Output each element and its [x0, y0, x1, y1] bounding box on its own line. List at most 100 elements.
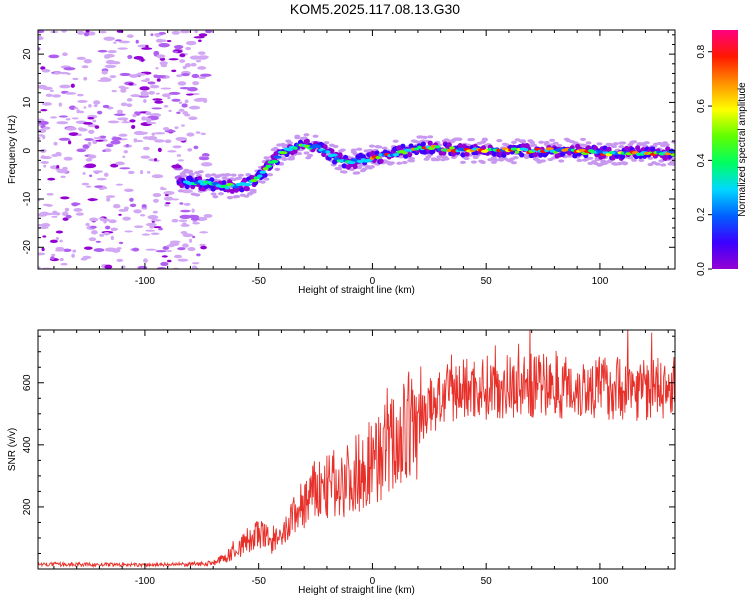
- noise-speckle: [177, 159, 185, 162]
- noise-speckle: [83, 76, 88, 81]
- ridge-halo: [596, 142, 603, 146]
- noise-speckle: [98, 30, 107, 34]
- noise-speckle: [105, 59, 116, 65]
- ridge-band: [519, 152, 525, 158]
- noise-speckle: [155, 66, 159, 70]
- noise-speckle: [167, 150, 177, 153]
- noise-speckle: [104, 53, 115, 58]
- noise-speckle: [152, 210, 158, 214]
- noise-speckle: [181, 189, 193, 194]
- noise-speckle: [155, 92, 160, 95]
- ridge-band: [650, 146, 656, 152]
- noise-speckle: [167, 96, 171, 100]
- ridge-halo: [188, 172, 195, 176]
- noise-speckle: [111, 90, 117, 93]
- noise-speckle: [145, 44, 149, 49]
- noise-speckle: [143, 98, 147, 103]
- noise-speckle: [200, 245, 207, 250]
- noise-speckle: [199, 243, 206, 247]
- noise-speckle: [83, 106, 87, 109]
- noise-speckle: [71, 253, 75, 258]
- noise-speckle: [145, 111, 152, 116]
- noise-speckle: [150, 232, 160, 235]
- ridge-halo: [520, 140, 527, 144]
- ridge-core: [224, 186, 230, 190]
- bottom-frame: [37, 329, 676, 570]
- noise-speckle: [192, 81, 200, 86]
- noise-speckle: [122, 117, 128, 122]
- ridge-halo: [512, 155, 519, 160]
- noise-speckle: [190, 217, 200, 221]
- noise-speckle: [112, 203, 121, 209]
- noise-speckle: [153, 50, 160, 56]
- ridge-halo: [487, 158, 494, 162]
- noise-speckle: [140, 155, 151, 159]
- noise-speckle: [168, 58, 179, 61]
- noise-speckle: [41, 247, 45, 252]
- ridge-halo: [427, 135, 434, 139]
- noise-speckle: [81, 65, 89, 69]
- ridge-core: [596, 150, 604, 154]
- noise-speckle: [177, 175, 183, 178]
- bottom-y-axis-label: SNR (v/v): [7, 428, 18, 471]
- noise-speckle: [38, 47, 41, 51]
- ridge-halo: [323, 141, 330, 145]
- noise-speckle: [115, 161, 125, 166]
- noise-speckle: [123, 206, 129, 211]
- noise-speckle: [115, 183, 124, 186]
- noise-speckle: [51, 94, 61, 98]
- noise-speckle: [38, 266, 41, 269]
- noise-speckle: [188, 116, 198, 121]
- ridge-halo: [294, 136, 301, 140]
- noise-speckle: [40, 109, 48, 112]
- ridge-halo: [658, 159, 665, 163]
- ridge-core: [279, 151, 288, 155]
- noise-speckle: [158, 43, 170, 48]
- noise-speckle: [51, 253, 56, 257]
- noise-speckle: [141, 131, 149, 135]
- noise-speckle: [68, 132, 79, 136]
- noise-speckle: [198, 156, 210, 161]
- noise-speckle: [77, 133, 82, 137]
- ridge-band: [427, 140, 433, 146]
- ridge-core: [392, 153, 400, 157]
- noise-speckle: [145, 229, 156, 232]
- noise-speckle: [54, 212, 61, 216]
- noise-speckle: [188, 214, 200, 219]
- ridge-halo: [434, 158, 441, 162]
- noise-speckle: [72, 77, 79, 81]
- ridge-halo: [409, 156, 416, 161]
- ridge-halo: [339, 148, 346, 152]
- noise-speckle: [152, 193, 162, 198]
- noise-speckle: [179, 86, 191, 90]
- ridge-band: [262, 172, 268, 178]
- noise-speckle: [205, 30, 213, 34]
- ridge-halo: [580, 137, 587, 142]
- noise-speckle: [187, 148, 193, 152]
- noise-speckle: [102, 104, 110, 109]
- noise-speckle: [133, 138, 138, 143]
- bottom-y-tick-label: 400: [22, 436, 33, 453]
- noise-speckle: [118, 213, 122, 216]
- noise-speckle: [144, 77, 150, 82]
- noise-speckle: [126, 34, 134, 38]
- ridge-band: [329, 148, 335, 154]
- noise-speckle: [100, 77, 110, 81]
- colorbar-tick-label: 0.6: [696, 99, 707, 113]
- noise-speckle: [135, 39, 139, 44]
- ridge-halo: [210, 192, 217, 196]
- noise-speckle: [181, 73, 190, 77]
- noise-speckle: [87, 123, 97, 128]
- noise-speckle: [155, 249, 167, 253]
- noise-speckle: [68, 140, 72, 145]
- noise-speckle: [85, 185, 92, 188]
- noise-speckle: [187, 247, 196, 252]
- noise-speckle: [161, 93, 171, 98]
- ridge-core: [670, 153, 675, 157]
- ridge-core: [197, 179, 204, 183]
- ridge-halo: [456, 137, 463, 141]
- noise-speckle: [176, 154, 182, 157]
- noise-speckle: [119, 72, 131, 77]
- ridge-core: [347, 160, 356, 165]
